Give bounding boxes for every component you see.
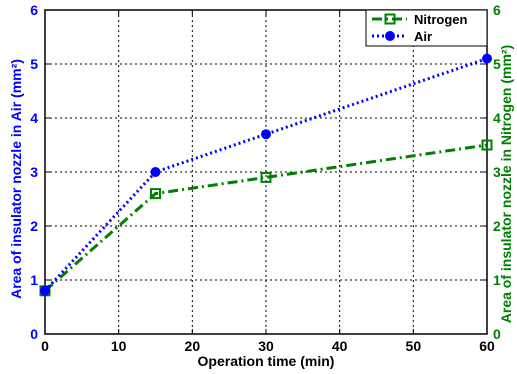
legend-marker-nitrogen bbox=[384, 13, 396, 25]
data-point-nitrogen bbox=[260, 171, 272, 183]
series-group bbox=[39, 53, 493, 297]
series-line-nitrogen bbox=[44, 143, 488, 292]
data-point-air bbox=[150, 167, 161, 177]
legend-item-air: Air bbox=[372, 29, 432, 44]
data-point-air bbox=[40, 285, 50, 296]
x-axis-label: Operation time (min) bbox=[198, 353, 335, 369]
y-tick-label-right: 1 bbox=[493, 272, 501, 288]
y-tick-label-right: 3 bbox=[493, 164, 501, 180]
y-tick-label-right: 4 bbox=[493, 110, 501, 126]
data-point-air bbox=[261, 129, 271, 140]
x-tick-label: 10 bbox=[111, 338, 127, 354]
x-tick-label: 20 bbox=[185, 338, 201, 354]
series-line-air bbox=[43, 57, 488, 292]
y-tick-label-right: 5 bbox=[493, 56, 501, 72]
data-point-nitrogen bbox=[150, 188, 161, 200]
x-tick-label: 60 bbox=[479, 338, 495, 354]
legend-label-nitrogen: Nitrogen bbox=[414, 12, 468, 27]
y-tick-label-left: 5 bbox=[30, 56, 38, 72]
y-tick-label-left: 3 bbox=[30, 164, 38, 180]
y-tick-label-left: 6 bbox=[30, 2, 38, 18]
legend-item-nitrogen: Nitrogen bbox=[372, 12, 468, 27]
legend-label-air: Air bbox=[414, 29, 432, 44]
y-axis-label-right: Area of insulator nozzle in Nitrogen (mm… bbox=[498, 45, 514, 323]
x-tick-label: 0 bbox=[41, 338, 49, 354]
y-tick-label-right: 6 bbox=[493, 2, 501, 18]
legend-marker-air bbox=[385, 31, 395, 41]
data-point-nitrogen bbox=[481, 139, 493, 151]
y-tick-label-left: 4 bbox=[30, 110, 38, 126]
x-tick-label: 40 bbox=[332, 338, 348, 354]
legend: Nitrogen Air bbox=[365, 9, 488, 47]
y-tick-label-left: 1 bbox=[30, 272, 38, 288]
x-tick-label: 30 bbox=[258, 338, 274, 354]
y-tick-label-right: 0 bbox=[493, 326, 501, 342]
x-tick-label: 50 bbox=[406, 338, 422, 354]
y-tick-label-right: 2 bbox=[493, 218, 501, 234]
data-point-air bbox=[482, 53, 492, 64]
y-tick-label-left: 2 bbox=[30, 218, 38, 234]
y-axis-label-left: Area of insulator nozzle in Air (mm²) bbox=[8, 59, 24, 299]
y-tick-label-left: 0 bbox=[30, 326, 38, 342]
